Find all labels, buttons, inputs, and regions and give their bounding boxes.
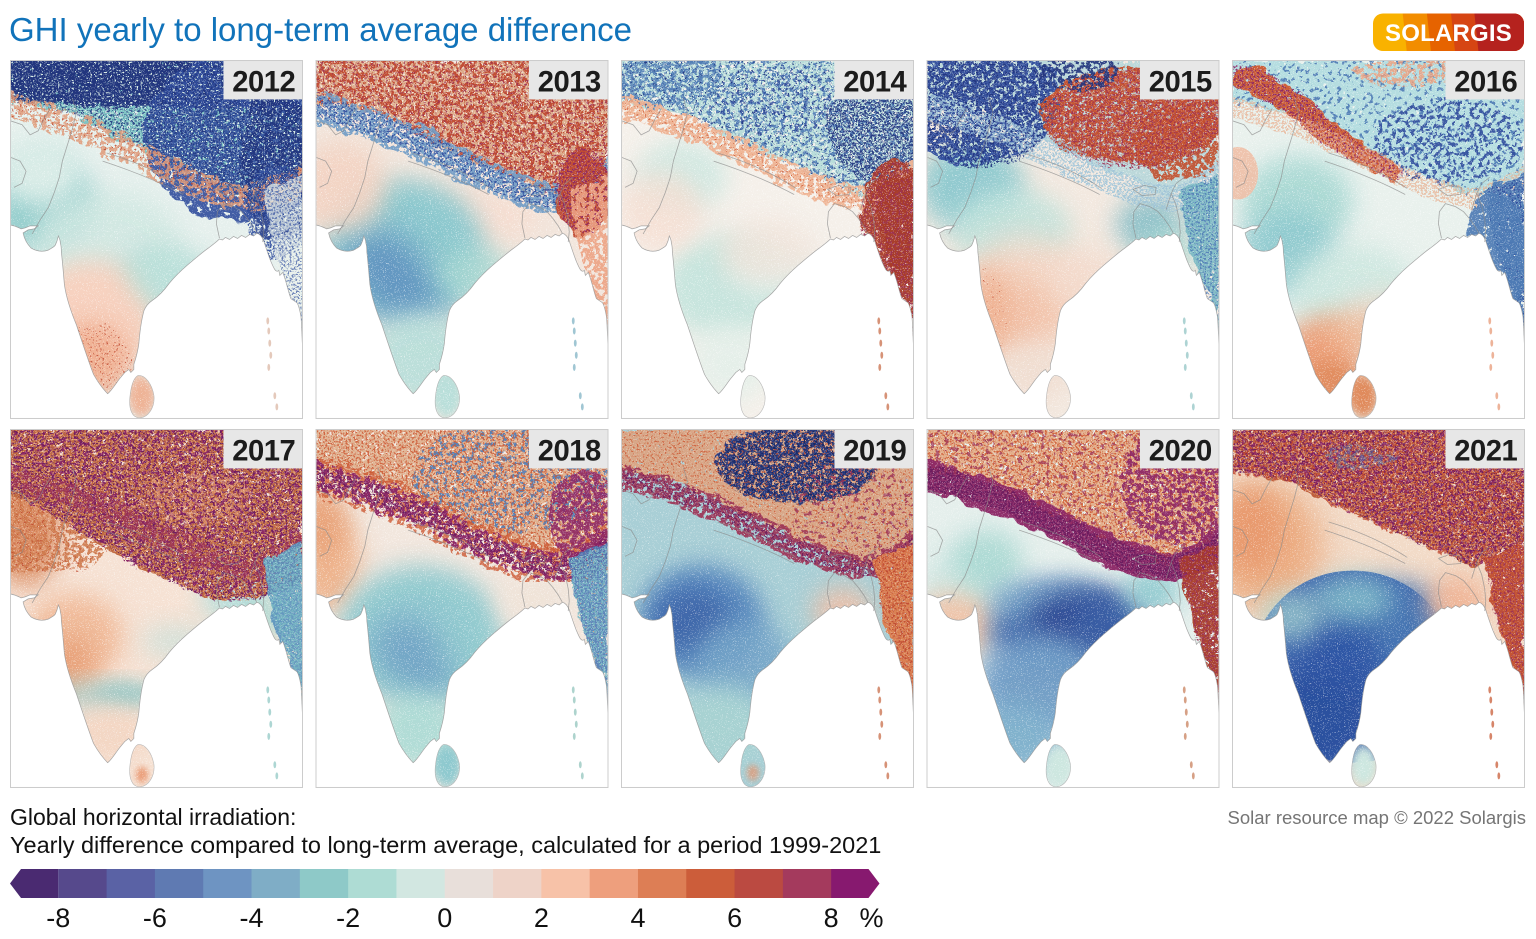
- svg-text:2013: 2013: [538, 66, 601, 98]
- svg-text:%: %: [859, 903, 883, 933]
- svg-text:GHI yearly to long-term averag: GHI yearly to long-term average differen…: [9, 11, 632, 48]
- svg-text:0: 0: [437, 903, 452, 933]
- svg-text:2: 2: [534, 903, 549, 933]
- svg-text:2016: 2016: [1454, 66, 1517, 98]
- svg-text:-6: -6: [143, 903, 167, 933]
- svg-text:4: 4: [630, 903, 645, 933]
- svg-text:2019: 2019: [843, 435, 906, 467]
- svg-text:-8: -8: [46, 903, 70, 933]
- svg-text:2021: 2021: [1454, 435, 1517, 467]
- svg-text:8: 8: [824, 903, 839, 933]
- svg-text:2018: 2018: [538, 435, 601, 467]
- svg-text:Global horizontal irradiation:: Global horizontal irradiation:: [10, 804, 296, 830]
- svg-text:Solar resource map © 2022 Sola: Solar resource map © 2022 Solargis: [1228, 807, 1526, 828]
- svg-text:2014: 2014: [843, 66, 907, 98]
- svg-text:2015: 2015: [1149, 66, 1212, 98]
- svg-text:-2: -2: [336, 903, 360, 933]
- svg-text:Yearly difference compared to: Yearly difference compared to long-term …: [10, 832, 881, 858]
- svg-text:2012: 2012: [232, 66, 295, 98]
- svg-text:6: 6: [727, 903, 742, 933]
- svg-text:2020: 2020: [1149, 435, 1212, 467]
- svg-text:2017: 2017: [232, 435, 295, 467]
- svg-text:SOLARGIS: SOLARGIS: [1385, 20, 1512, 47]
- svg-text:-4: -4: [239, 903, 263, 933]
